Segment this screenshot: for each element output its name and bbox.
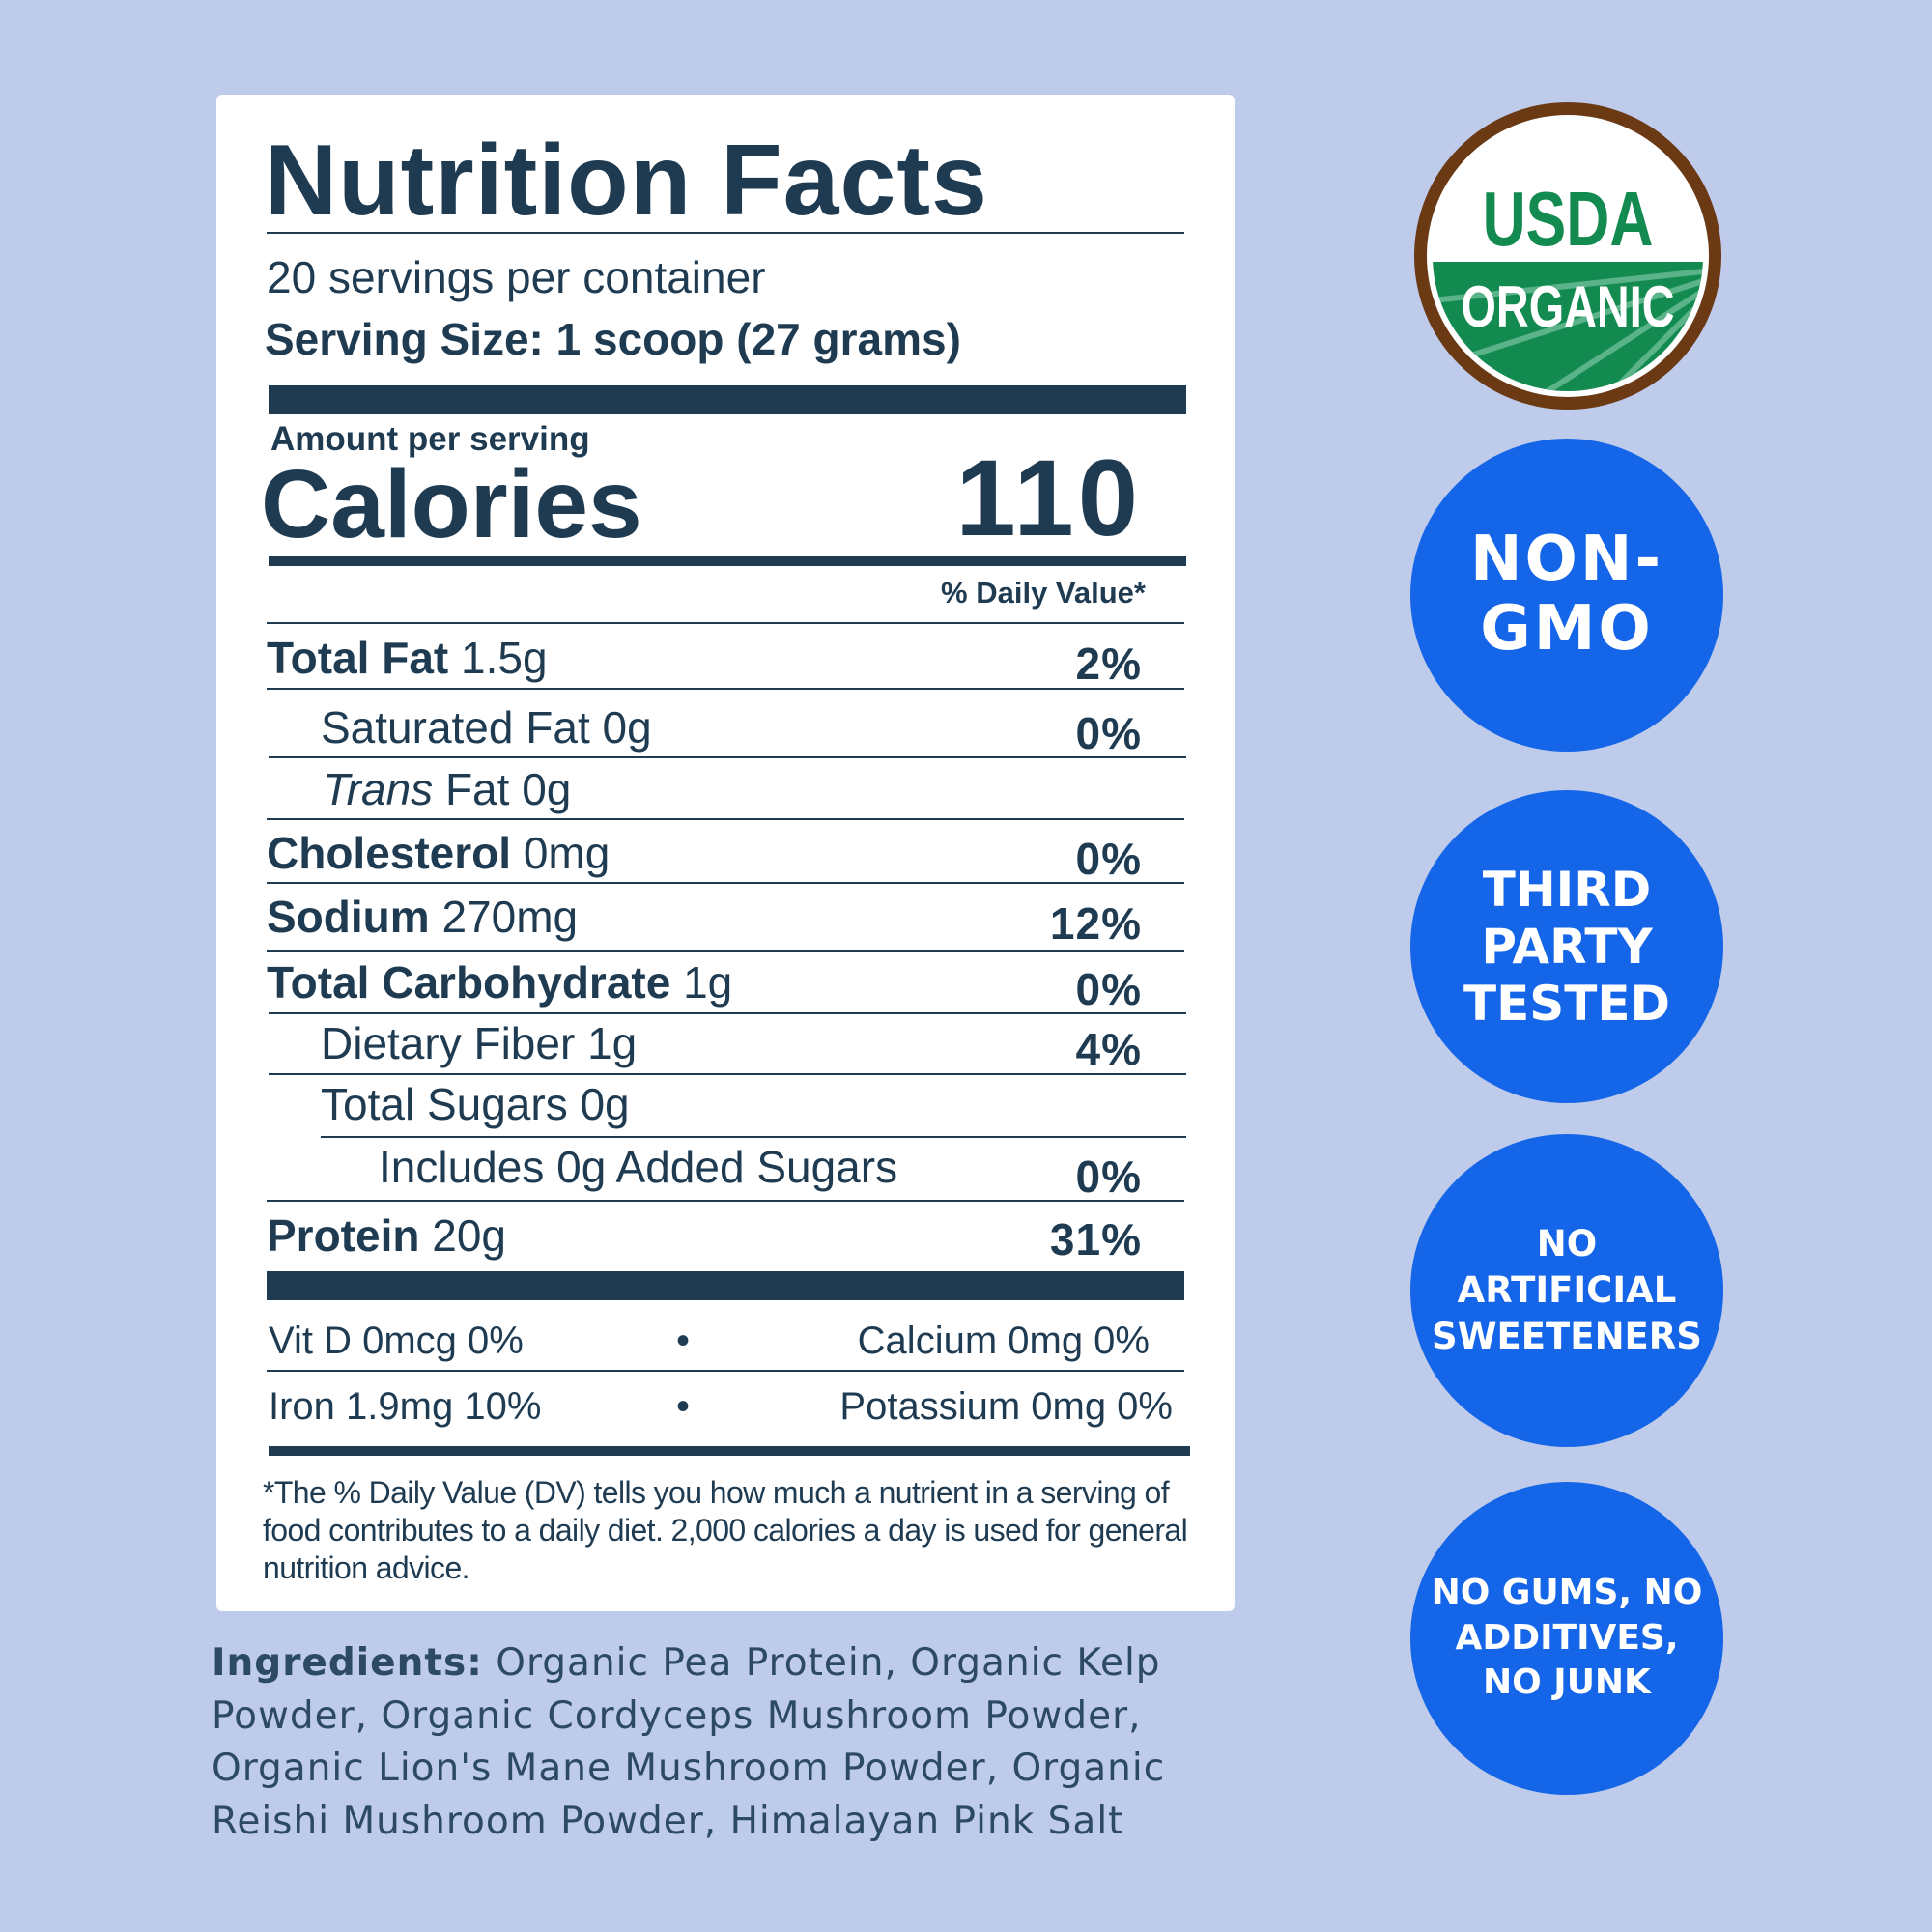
trans-label: Trans	[323, 764, 434, 814]
nutrient-amount: 0mg	[523, 828, 611, 878]
potassium: Potassium 0mg 0%	[839, 1385, 1173, 1428]
nutrient-name: Total Fat	[267, 633, 449, 683]
no-gums-badge: NO GUMS, NO ADDITIVES, NO JUNK	[1410, 1482, 1723, 1795]
nutrient-amount: 270mg	[441, 892, 579, 942]
dv-protein: 31%	[1049, 1214, 1142, 1264]
thick-divider	[267, 1271, 1184, 1300]
nutrition-facts-label: Nutrition Facts 20 servings per containe…	[216, 95, 1235, 1611]
thick-divider	[269, 385, 1186, 414]
serving-size: Serving Size: 1 scoop (27 grams)	[265, 314, 961, 364]
dv-cholesterol: 0%	[1075, 834, 1142, 884]
row-total-sugars: Total Sugars 0g	[321, 1079, 630, 1129]
separator-dot: •	[676, 1385, 691, 1428]
divider	[267, 688, 1184, 690]
dv-dietary-fiber: 4%	[1075, 1024, 1142, 1074]
nutrient-name: Total Carbohydrate	[267, 957, 671, 1008]
row-cholesterol: Cholesterol 0mg	[267, 827, 610, 879]
divider	[267, 1200, 1184, 1202]
divider	[267, 950, 1184, 952]
row-protein: Protein 20g	[267, 1209, 506, 1262]
usda-text: USDA	[1482, 176, 1654, 262]
medium-divider	[269, 556, 1186, 566]
third-party-tested-badge: THIRD PARTY TESTED	[1410, 790, 1723, 1103]
nutrient-name: Sodium	[267, 892, 430, 942]
divider	[269, 1012, 1186, 1014]
row-trans-fat: Trans Fat 0g	[323, 763, 571, 815]
divider	[267, 232, 1184, 234]
divider	[321, 1136, 1186, 1138]
nutrient-name: Cholesterol	[267, 828, 512, 878]
divider	[269, 756, 1186, 758]
divider	[267, 1370, 1184, 1372]
calories-value: 110	[955, 438, 1142, 558]
row-sodium: Sodium 270mg	[267, 891, 578, 943]
divider	[269, 1073, 1186, 1075]
calcium: Calcium 0mg 0%	[857, 1320, 1150, 1362]
no-artificial-sweeteners-badge: NO ARTIFICIAL SWEETENERS	[1410, 1134, 1723, 1447]
nutrient-amount: Fat 0g	[444, 764, 572, 814]
iron: Iron 1.9mg 10%	[269, 1385, 542, 1428]
calories-label: Calories	[261, 450, 642, 558]
label-title: Nutrition Facts	[265, 125, 988, 237]
servings-per-container: 20 servings per container	[267, 252, 766, 302]
usda-organic-seal: USDA ORGANIC	[1414, 102, 1721, 410]
nutrient-name: Protein	[267, 1210, 420, 1261]
dv-added-sugars: 0%	[1075, 1151, 1142, 1202]
daily-value-header: % Daily Value*	[941, 576, 1146, 610]
non-gmo-badge: NON-GMO	[1410, 439, 1723, 752]
divider	[267, 882, 1184, 884]
divider	[267, 622, 1184, 624]
vitamin-d: Vit D 0mcg 0%	[269, 1320, 524, 1362]
ingredients: Ingredients: Organic Pea Protein, Organi…	[212, 1637, 1236, 1848]
dv-carbohydrate: 0%	[1075, 964, 1142, 1014]
ingredients-label: Ingredients:	[212, 1641, 483, 1685]
dv-saturated-fat: 0%	[1075, 708, 1142, 758]
dv-total-fat: 2%	[1075, 639, 1142, 689]
field-lines-icon	[1433, 269, 1703, 391]
row-saturated-fat: Saturated Fat 0g	[321, 702, 652, 753]
medium-divider	[269, 1446, 1190, 1456]
row-added-sugars: Includes 0g Added Sugars	[379, 1142, 898, 1192]
organic-text: ORGANIC	[1461, 274, 1675, 339]
row-total-fat: Total Fat 1.5g	[267, 632, 548, 684]
footnote: *The % Daily Value (DV) tells you how mu…	[263, 1475, 1188, 1585]
nutrient-amount: 1g	[683, 957, 733, 1008]
dv-sodium: 12%	[1049, 898, 1142, 949]
separator-dot: •	[676, 1320, 691, 1362]
divider	[267, 818, 1184, 820]
row-total-carbohydrate: Total Carbohydrate 1g	[267, 956, 732, 1009]
row-dietary-fiber: Dietary Fiber 1g	[321, 1018, 638, 1068]
nutrient-amount: 20g	[432, 1210, 506, 1261]
ingredients-text: Organic Pea Protein, Organic Kelp Powder…	[212, 1641, 1166, 1843]
nutrient-amount: 1.5g	[461, 633, 548, 683]
amount-per-serving: Amount per serving	[270, 420, 590, 458]
